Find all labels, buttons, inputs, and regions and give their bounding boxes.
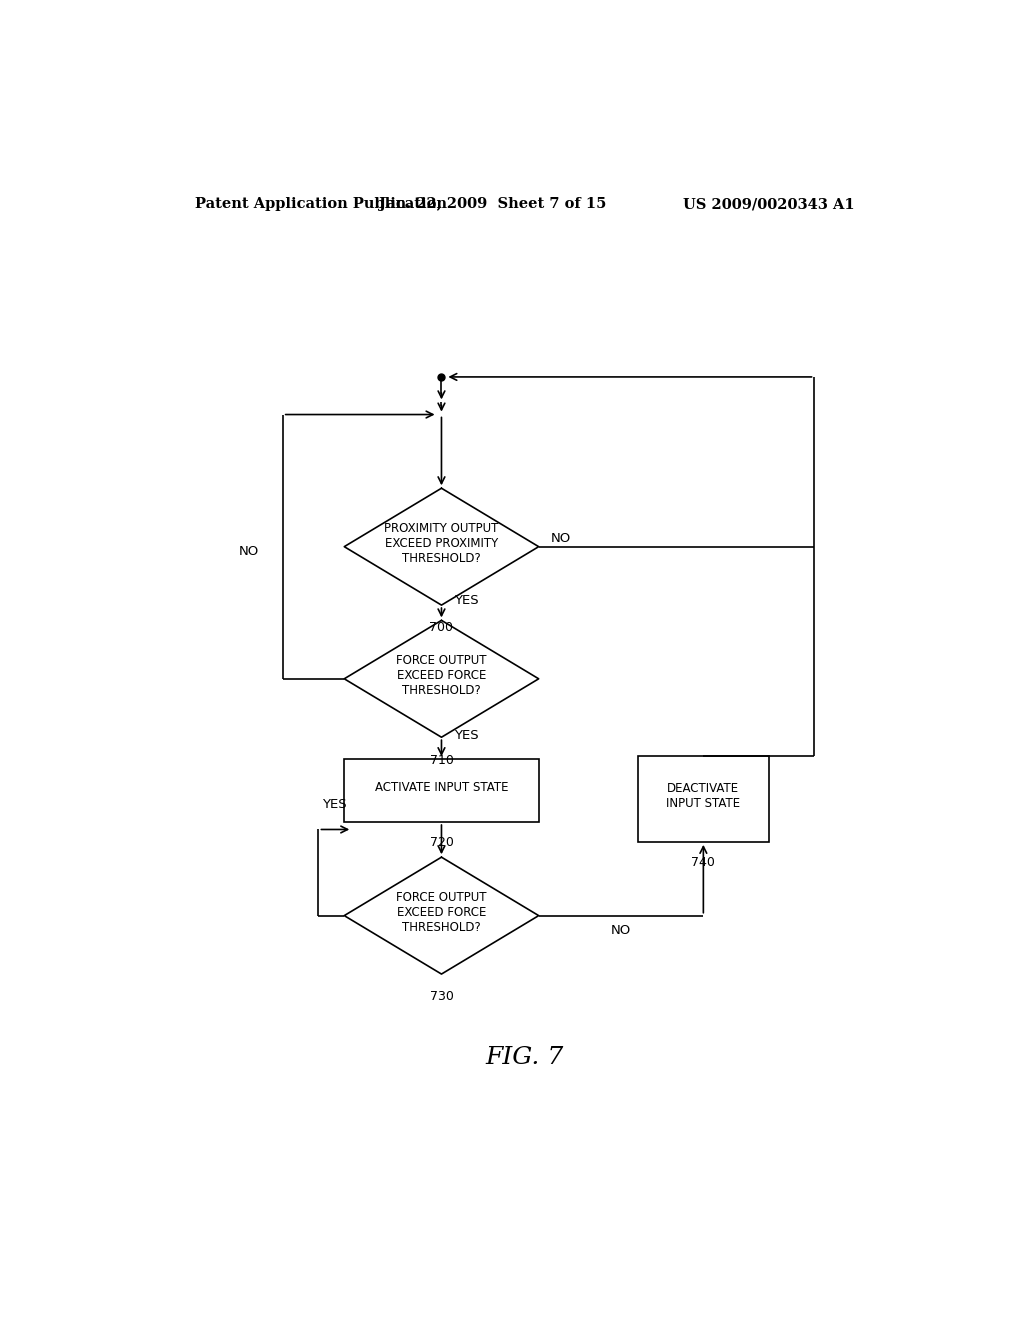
Text: NO: NO (551, 532, 570, 545)
Text: Patent Application Publication: Patent Application Publication (196, 197, 447, 211)
Text: YES: YES (323, 797, 347, 810)
Text: NO: NO (611, 924, 631, 937)
Text: 720: 720 (429, 837, 454, 849)
Text: FIG. 7: FIG. 7 (485, 1047, 564, 1069)
Text: 740: 740 (691, 857, 716, 869)
Text: Jan. 22, 2009  Sheet 7 of 15: Jan. 22, 2009 Sheet 7 of 15 (379, 197, 607, 211)
Text: PROXIMITY OUTPUT
EXCEED PROXIMITY
THRESHOLD?: PROXIMITY OUTPUT EXCEED PROXIMITY THRESH… (384, 523, 499, 565)
Text: ACTIVATE INPUT STATE: ACTIVATE INPUT STATE (375, 781, 508, 795)
Text: FORCE OUTPUT
EXCEED FORCE
THRESHOLD?: FORCE OUTPUT EXCEED FORCE THRESHOLD? (396, 891, 486, 935)
Text: YES: YES (455, 730, 479, 742)
Text: NO: NO (239, 545, 259, 558)
Text: FORCE OUTPUT
EXCEED FORCE
THRESHOLD?: FORCE OUTPUT EXCEED FORCE THRESHOLD? (396, 655, 486, 697)
Text: 710: 710 (429, 754, 454, 767)
Text: DEACTIVATE
INPUT STATE: DEACTIVATE INPUT STATE (667, 781, 740, 809)
Text: US 2009/0020343 A1: US 2009/0020343 A1 (683, 197, 854, 211)
Text: 700: 700 (429, 622, 454, 635)
Text: 730: 730 (429, 990, 454, 1003)
Text: YES: YES (455, 594, 479, 607)
